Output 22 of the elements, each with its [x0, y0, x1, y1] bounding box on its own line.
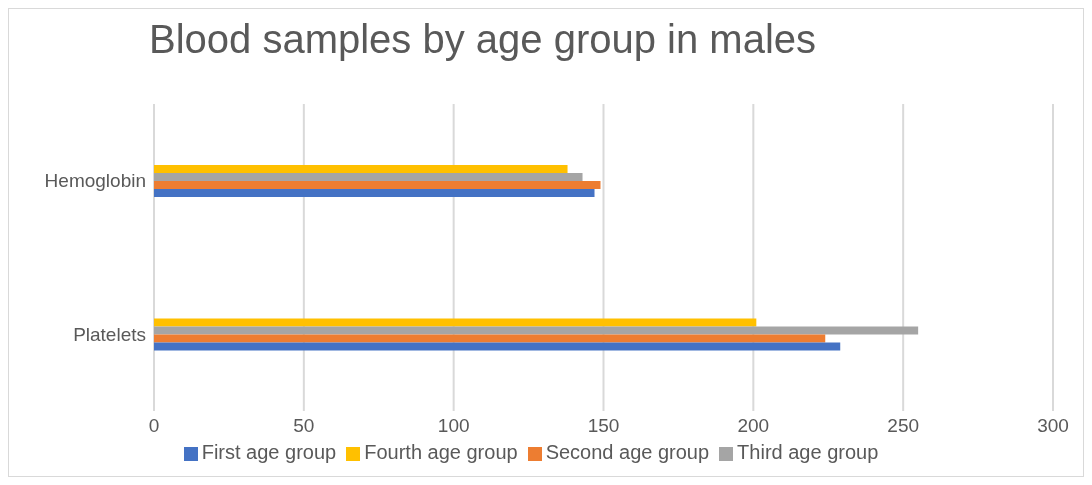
- bar: [154, 165, 568, 173]
- bar: [154, 326, 919, 335]
- bar: [154, 181, 601, 189]
- x-tick-label: 0: [148, 415, 160, 437]
- x-tick-label: 250: [887, 415, 920, 437]
- legend-label: Fourth age group: [364, 441, 518, 463]
- legend-label: Third age group: [737, 441, 879, 463]
- x-tick-label: 300: [1037, 415, 1069, 437]
- x-tick-label: 100: [437, 415, 470, 437]
- bar: [154, 334, 826, 343]
- bar: [154, 318, 757, 327]
- bar: [154, 173, 583, 181]
- y-tick-label: Platelets: [73, 323, 146, 345]
- bar: [154, 342, 841, 351]
- legend-label: Second age group: [545, 441, 710, 463]
- chart-title: Blood samples by age group in males: [149, 17, 817, 62]
- x-tick-label: 50: [293, 415, 315, 437]
- x-tick-label: 150: [587, 415, 620, 437]
- legend-label: First age group: [201, 441, 337, 463]
- y-tick-label: Hemoglobin: [44, 170, 146, 192]
- x-tick-label: 200: [737, 415, 770, 437]
- bar: [154, 189, 595, 197]
